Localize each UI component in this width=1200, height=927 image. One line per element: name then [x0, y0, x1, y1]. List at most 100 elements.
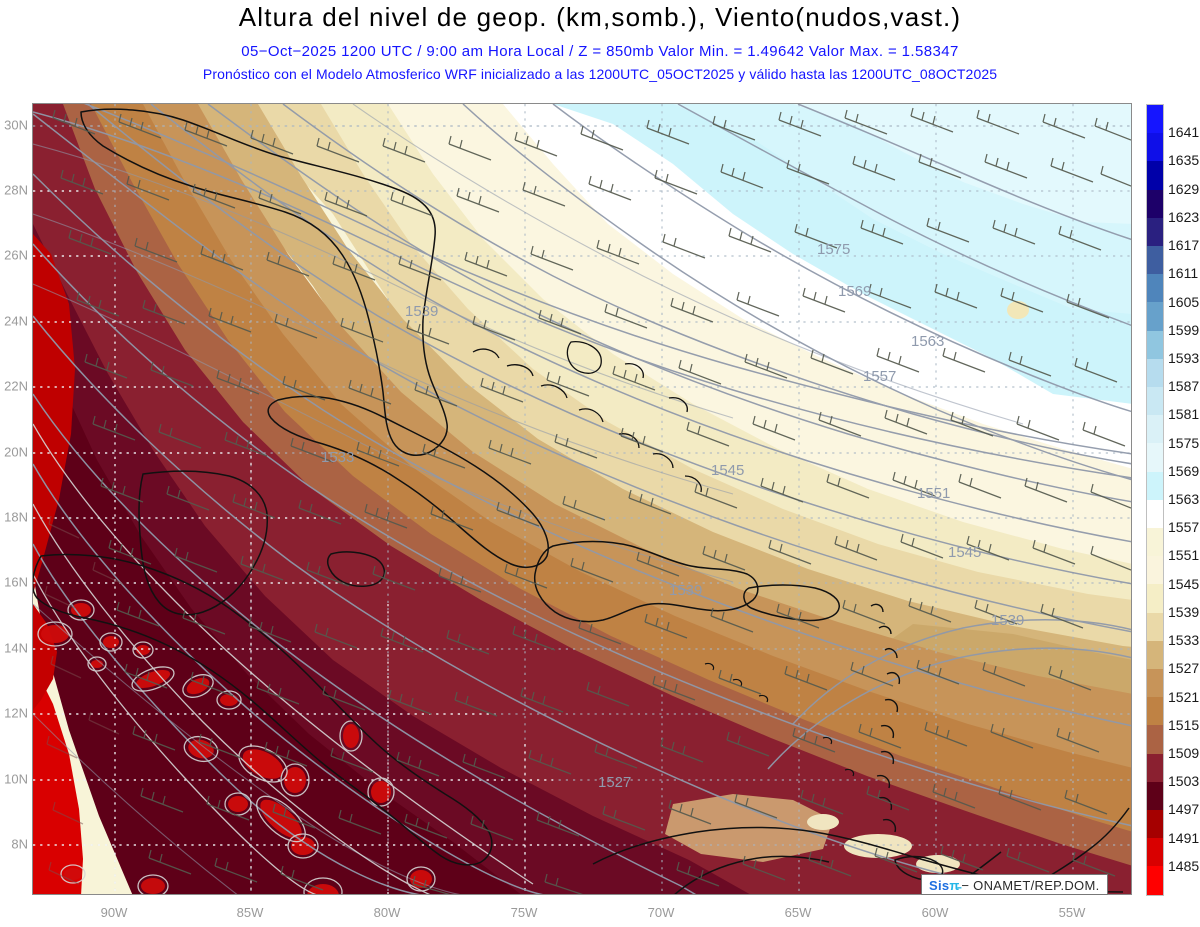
colorbar-label-1545: 1545	[1168, 575, 1200, 592]
colorbar-label-1641: 1641	[1168, 124, 1200, 141]
colorbar-label-1491: 1491	[1168, 829, 1200, 846]
svg-text:1569: 1569	[838, 283, 871, 300]
colorbar-label-1503: 1503	[1168, 773, 1200, 790]
y-tick-26n: 26N	[4, 247, 28, 263]
colorbar-band-1617	[1147, 217, 1163, 247]
subtitle-run-info: 05−Oct−2025 1200 UTC / 9:00 am Hora Loca…	[241, 43, 959, 60]
colorbar-label-1617: 1617	[1168, 237, 1200, 254]
y-tick-20n: 20N	[4, 444, 28, 460]
x-tick-60w: 60W	[921, 905, 949, 920]
colorbar-label-1497: 1497	[1168, 801, 1200, 818]
geopotential-height-map: 1509 1527 1533 1533 1539 1539 1539 1545 …	[33, 104, 1131, 895]
colorbar-band-1527	[1147, 640, 1163, 670]
colorbar-band-1509	[1147, 725, 1163, 754]
title-block: Altura del nivel de geop. (km,somb.), Vi…	[0, 0, 1200, 95]
colorbar-label-1551: 1551	[1168, 547, 1200, 564]
colorbar-band-1611	[1147, 246, 1163, 275]
colorbar-band-1623	[1147, 189, 1163, 218]
x-tick-90w: 90W	[100, 905, 128, 920]
colorbar-label-1557: 1557	[1168, 519, 1200, 536]
logo-agency-text: − ONAMET/REP.DOM.	[961, 877, 1100, 893]
colorbar-band-1593	[1147, 330, 1163, 359]
colorbar-label-1563: 1563	[1168, 491, 1200, 507]
svg-text:1545: 1545	[711, 462, 744, 479]
colorbar-band-1521	[1147, 669, 1163, 698]
colorbar-label-1575: 1575	[1168, 434, 1200, 451]
colorbar-label-1539: 1539	[1168, 603, 1200, 620]
colorbar-band-1641	[1147, 105, 1163, 134]
colorbar-band-lowest	[1147, 866, 1163, 895]
colorbar-label-1629: 1629	[1168, 180, 1200, 197]
colorbar-label-1581: 1581	[1168, 406, 1200, 423]
svg-text:1557: 1557	[863, 368, 896, 385]
colorbar-label-1485: 1485	[1168, 857, 1200, 874]
colorbar-labels: 1641 1635 1629 1623 1617 1611 1605 1599 1593 1587…	[1168, 104, 1200, 894]
colorbar	[1146, 104, 1164, 896]
colorbar-label-1605: 1605	[1168, 293, 1200, 310]
colorbar-label-1587: 1587	[1168, 378, 1200, 395]
colorbar-band-1539	[1147, 584, 1163, 613]
y-tick-18n: 18N	[4, 509, 28, 525]
colorbar-label-1611: 1611	[1168, 265, 1199, 282]
y-tick-28n: 28N	[4, 182, 28, 198]
latitude-axis: 30N 28N 26N 24N 22N 20N 18N 16N 14N 12N …	[0, 103, 32, 895]
svg-text:1539: 1539	[405, 303, 438, 320]
svg-text:1539: 1539	[991, 612, 1024, 629]
page-title: Altura del nivel de geop. (km,somb.), Vi…	[238, 2, 962, 32]
colorbar-label-1593: 1593	[1168, 349, 1200, 366]
colorbar-label-1599: 1599	[1168, 321, 1200, 338]
svg-text:1527: 1527	[598, 774, 631, 791]
colorbar-label-1515: 1515	[1168, 716, 1200, 733]
svg-text:1509: 1509	[283, 891, 316, 895]
colorbar-band-1491	[1147, 810, 1163, 839]
x-tick-80w: 80W	[373, 905, 401, 920]
colorbar-band-1551	[1147, 528, 1163, 557]
colorbar-band-1557	[1147, 499, 1163, 529]
colorbar-band-1587	[1147, 358, 1163, 388]
geopotential-contours	[33, 104, 1131, 894]
y-tick-30n: 30N	[4, 117, 28, 133]
logo-sis-text: Sis	[929, 877, 950, 893]
colorbar-label-1527: 1527	[1168, 660, 1200, 677]
logo-badge: Sis π̵ − ONAMET/REP.DOM.	[921, 874, 1108, 895]
y-tick-14n: 14N	[4, 640, 28, 656]
colorbar-band-1599	[1147, 302, 1163, 331]
logo-tt-text: π̵	[949, 877, 960, 893]
colorbar-band-1581	[1147, 387, 1163, 416]
x-tick-75w: 75W	[510, 905, 538, 920]
svg-text:1563: 1563	[911, 333, 944, 350]
colorbar-band-1629	[1147, 161, 1163, 190]
colorbar-band-1563	[1147, 471, 1163, 500]
x-tick-70w: 70W	[647, 905, 675, 920]
colorbar-band-1497	[1147, 781, 1163, 811]
colorbar-band-1575	[1147, 415, 1163, 444]
colorbar-band-1635	[1147, 133, 1163, 162]
colorbar-label-1623: 1623	[1168, 208, 1200, 225]
y-tick-8n: 8N	[11, 836, 28, 852]
contour-labels: 1509 1527 1533 1533 1539 1539 1539 1545 …	[283, 241, 1024, 895]
colorbar-label-1509: 1509	[1168, 744, 1200, 761]
y-tick-10n: 10N	[4, 771, 28, 787]
colorbar-band-1569	[1147, 443, 1163, 472]
svg-text:1539: 1539	[669, 582, 702, 599]
colorbar-band-1533	[1147, 612, 1163, 641]
y-tick-24n: 24N	[4, 313, 28, 329]
x-tick-65w: 65W	[784, 905, 812, 920]
colorbar-label-1521: 1521	[1168, 688, 1200, 705]
y-tick-22n: 22N	[4, 378, 28, 394]
colorbar-band-1605	[1147, 274, 1163, 303]
svg-text:1545: 1545	[948, 544, 981, 561]
svg-text:1533: 1533	[321, 449, 354, 466]
svg-text:1575: 1575	[817, 241, 850, 258]
colorbar-label-1533: 1533	[1168, 632, 1200, 649]
y-tick-12n: 12N	[4, 705, 28, 721]
map-plot-area[interactable]: 1509 1527 1533 1533 1539 1539 1539 1545 …	[32, 103, 1132, 895]
wind-barbs	[44, 107, 1131, 894]
svg-text:1551: 1551	[917, 485, 950, 502]
longitude-axis: 90W 85W 80W 75W 70W 65W 60W 55W	[32, 896, 1132, 927]
colorbar-band-1515	[1147, 697, 1163, 726]
subtitle-model-info: Pronóstico con el Modelo Atmosferico WRF…	[202, 66, 998, 82]
colorbar-label-1635: 1635	[1168, 152, 1200, 169]
y-tick-16n: 16N	[4, 574, 28, 590]
colorbar-label-1569: 1569	[1168, 462, 1200, 479]
